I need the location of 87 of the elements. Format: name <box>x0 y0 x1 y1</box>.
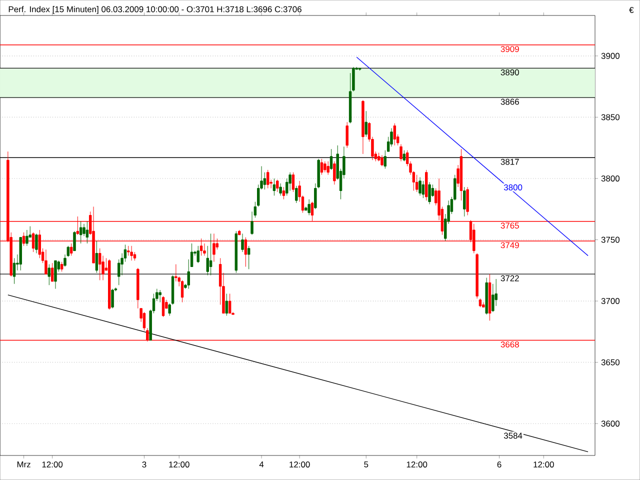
ref-line-label: 3866 <box>500 98 519 105</box>
candlestick <box>12 258 16 284</box>
series-label: 3584 <box>504 432 522 439</box>
candlestick <box>346 122 348 148</box>
candlestick <box>272 178 276 196</box>
candlestick <box>364 110 368 138</box>
candlestick <box>485 278 488 315</box>
y-tick-label: 3850 <box>601 114 620 120</box>
candlestick <box>228 293 232 314</box>
candlestick <box>225 293 228 316</box>
y-tick-label: 3750 <box>601 236 620 243</box>
candlestick <box>308 199 310 216</box>
candlestick <box>418 177 422 196</box>
candlestick <box>380 154 384 166</box>
ref-line-label: 3668 <box>500 341 519 348</box>
candlestick <box>266 170 270 189</box>
candlestick <box>60 262 64 272</box>
candlestick <box>130 246 133 261</box>
candlestick <box>324 161 326 173</box>
x-tick-label: 3 <box>142 461 146 468</box>
candlestick <box>333 161 336 185</box>
ref-line-label: 3909 <box>500 46 519 52</box>
x-tick-label: 12:00 <box>406 461 428 468</box>
candlestick <box>402 150 406 162</box>
x-tick-label: 6 <box>497 461 502 468</box>
ref-line-label: 3817 <box>500 158 519 165</box>
candlestick <box>276 179 279 192</box>
x-tick-label: 4 <box>259 461 264 468</box>
candlestick <box>279 183 282 196</box>
candlestick <box>295 186 298 204</box>
candlestick <box>425 170 428 201</box>
candlestick <box>70 243 73 256</box>
x-tick-label: 5 <box>364 461 368 468</box>
chart-subtitle: - O:3701 H:3718 L:3696 C:3706 <box>182 6 302 12</box>
y-tick-label: 3900 <box>601 52 620 59</box>
candlestick <box>111 288 114 309</box>
candlestick <box>377 152 380 162</box>
candlestick <box>466 186 469 216</box>
chart-title: Perf. Index [15 Minuten] 06.03.2009 10:00:00 <box>8 6 179 14</box>
series-label: 3800 <box>504 184 522 190</box>
x-tick-label: 12:00 <box>290 461 310 468</box>
candlestick <box>54 260 57 290</box>
x-tick-label: 12:00 <box>169 461 190 468</box>
ref-line-label: 3749 <box>500 242 519 248</box>
candlestick <box>330 148 333 170</box>
candlestick <box>86 221 89 244</box>
y-tick-label: 3800 <box>601 175 620 182</box>
candlestick <box>416 174 418 192</box>
candlestick <box>478 298 482 308</box>
y-tick-label: 3650 <box>601 359 620 366</box>
y-axis-title: € <box>629 7 634 13</box>
candlestick <box>247 246 250 270</box>
x-tick-label: 12:00 <box>42 461 63 468</box>
ref-line-label: 3722 <box>500 275 519 282</box>
y-tick-label: 3600 <box>601 420 620 427</box>
x-tick-label: 12:00 <box>534 461 554 468</box>
candlestick <box>73 230 76 252</box>
candlestick <box>26 230 28 246</box>
candlestick <box>241 233 244 252</box>
candlestick <box>209 233 212 276</box>
candlestick <box>393 123 396 146</box>
candlestick <box>108 259 111 310</box>
candlestick <box>95 240 98 274</box>
candlestick <box>428 182 431 204</box>
candlestick <box>320 158 324 176</box>
ref-line-label: 3890 <box>500 69 519 76</box>
candlestick <box>482 302 485 308</box>
candlestick <box>463 186 466 217</box>
candlestick <box>326 161 330 176</box>
candlestick <box>79 221 82 244</box>
candlestick <box>196 246 200 264</box>
candlestick <box>44 249 48 274</box>
candlestick <box>234 230 238 274</box>
candlestick <box>19 237 22 271</box>
candlestick <box>476 252 478 299</box>
y-tick-label: 3700 <box>601 298 620 304</box>
candlestick <box>282 186 286 200</box>
candlestick <box>158 290 162 303</box>
candlestick <box>98 248 102 280</box>
candlestick <box>35 233 38 254</box>
candlestick <box>400 144 402 162</box>
candlestick <box>238 230 241 236</box>
candlestick <box>48 264 51 286</box>
candlestick <box>50 262 54 282</box>
ref-line-label: 3765 <box>500 222 519 229</box>
x-tick-label: Mrz <box>17 461 30 468</box>
candlestick <box>362 100 364 154</box>
